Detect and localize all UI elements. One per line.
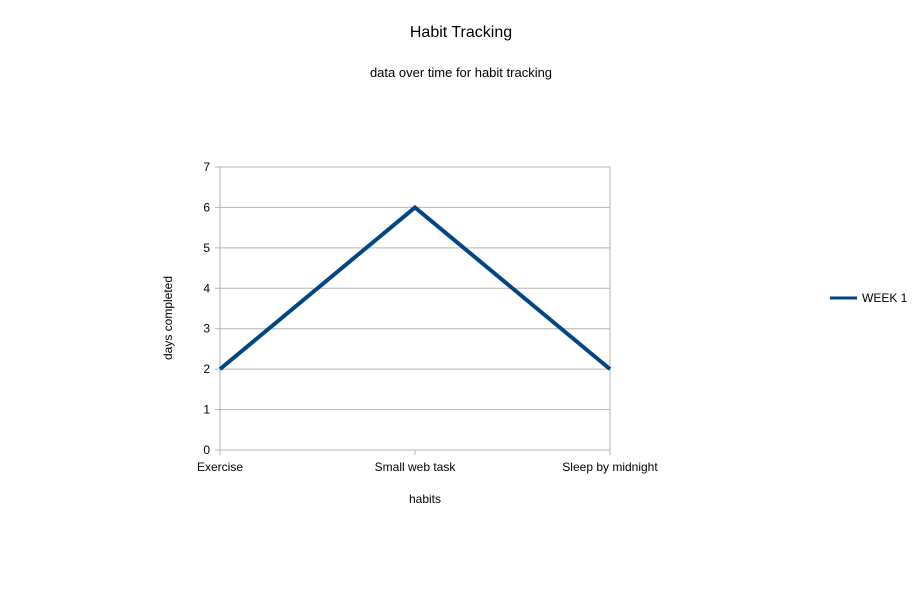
y-tick-label: 5 [203,241,210,255]
legend: WEEK 1 [830,291,908,305]
chart-subtitle: data over time for habit tracking [370,65,552,80]
y-tick-label: 7 [203,160,210,174]
x-tick-label: Sleep by midnight [562,460,658,474]
x-axis-ticks: Exercise Small web task Sleep by midnight [197,450,658,474]
gridlines [220,166,610,451]
x-axis-title: habits [409,492,441,506]
chart-title: Habit Tracking [410,24,512,41]
x-tick-label: Exercise [197,460,243,474]
legend-label-week-1: WEEK 1 [862,291,908,305]
y-tick-label: 3 [203,322,210,336]
y-axis-title: days completed [161,276,175,360]
y-tick-label: 1 [203,403,210,417]
y-axis-ticks: 0 1 2 3 4 5 6 7 [203,160,220,457]
y-tick-label: 2 [203,362,210,376]
x-tick-label: Small web task [375,460,457,474]
y-tick-label: 0 [203,443,210,457]
y-tick-label: 6 [203,200,210,214]
series-layer [218,204,612,371]
y-tick-label: 4 [203,281,210,295]
